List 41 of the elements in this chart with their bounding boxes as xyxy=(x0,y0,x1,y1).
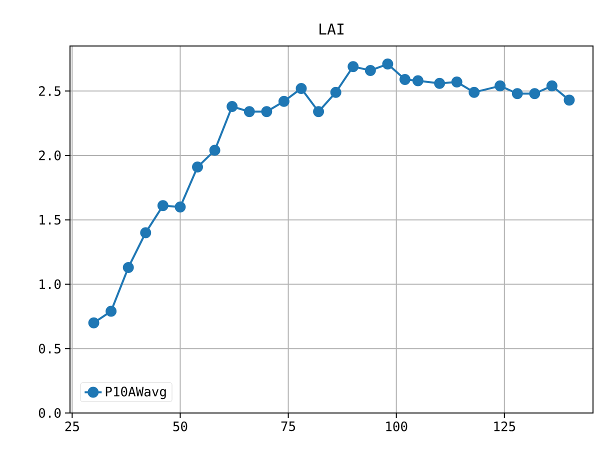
point xyxy=(106,306,117,317)
point xyxy=(494,80,506,92)
legend-label: P10AWavg xyxy=(106,386,166,400)
x-tick-label: 125 xyxy=(494,422,516,432)
point xyxy=(88,317,100,328)
point xyxy=(529,88,540,100)
point xyxy=(399,74,410,85)
point xyxy=(412,75,424,86)
y-tick-label: 0.0 xyxy=(38,408,61,418)
point xyxy=(434,78,446,89)
point xyxy=(512,88,523,100)
y-tick-label: 1.5 xyxy=(40,215,60,225)
x-tick-label: 75 xyxy=(281,422,296,432)
y-tick-label: 0.5 xyxy=(38,344,60,354)
point xyxy=(226,101,238,112)
point xyxy=(157,200,168,212)
y-tick-label: 2.0 xyxy=(39,150,61,160)
point xyxy=(209,144,220,156)
point xyxy=(261,106,272,118)
point xyxy=(382,58,394,70)
y-tick-label: 1.0 xyxy=(40,279,61,290)
point xyxy=(192,162,204,173)
point xyxy=(330,86,342,98)
y-tick-label: 2.5 xyxy=(39,86,60,96)
point xyxy=(278,96,290,107)
point xyxy=(468,86,480,98)
point xyxy=(564,94,575,106)
point xyxy=(296,82,307,94)
point xyxy=(140,227,152,238)
x-tick-label: 25 xyxy=(65,422,79,432)
chart-title: LAI xyxy=(320,24,344,34)
x-tick-label: 50 xyxy=(173,422,188,432)
point xyxy=(348,61,359,72)
point xyxy=(451,76,462,88)
point xyxy=(174,201,186,212)
point xyxy=(364,64,376,76)
x-tick-label: 100 xyxy=(386,422,408,432)
point xyxy=(546,80,558,92)
point xyxy=(313,106,324,118)
point xyxy=(244,106,255,118)
point xyxy=(122,262,134,273)
